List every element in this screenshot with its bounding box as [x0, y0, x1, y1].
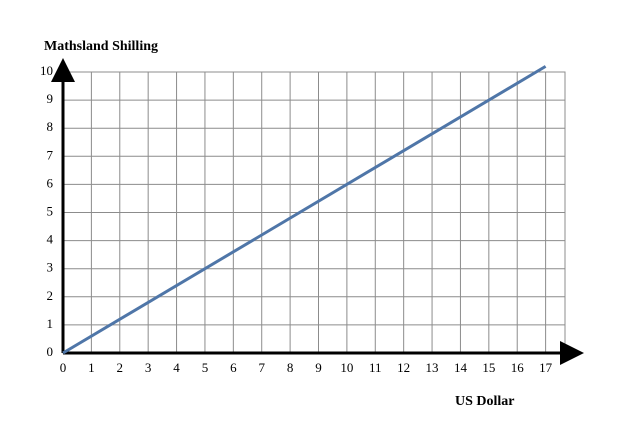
- x-tick-label: 3: [145, 360, 152, 375]
- y-axis-label: Mathsland Shilling: [44, 39, 158, 54]
- y-tick-label: 9: [47, 91, 54, 106]
- x-tick-label: 15: [482, 360, 495, 375]
- x-tick-label: 0: [60, 360, 67, 375]
- x-tick-label: 12: [397, 360, 410, 375]
- x-tick-label: 5: [202, 360, 209, 375]
- x-tick-label: 13: [426, 360, 439, 375]
- y-tick-label: 7: [47, 147, 54, 162]
- y-tick-label: 5: [47, 203, 54, 218]
- data-line: [62, 65, 547, 355]
- x-tick-label: 8: [287, 360, 294, 375]
- y-tick-label: 1: [47, 316, 54, 331]
- y-tick-label: 4: [47, 232, 54, 247]
- x-tick-label: 6: [230, 360, 237, 375]
- y-tick-label: 6: [47, 175, 54, 190]
- y-tick-label: 3: [47, 260, 54, 275]
- x-tick-label: 9: [315, 360, 322, 375]
- x-tick-label: 2: [117, 360, 124, 375]
- x-tick-label: 11: [369, 360, 382, 375]
- x-tick-label: 1: [88, 360, 95, 375]
- x-tick-label: 14: [454, 360, 468, 375]
- x-tick-label: 16: [511, 360, 525, 375]
- x-tick-label: 10: [340, 360, 353, 375]
- x-tick-label: 17: [539, 360, 553, 375]
- x-tick-label: 7: [258, 360, 265, 375]
- x-axis-label: US Dollar: [455, 394, 515, 409]
- y-tick-label: 8: [47, 119, 54, 134]
- y-tick-label: 2: [47, 288, 54, 303]
- y-tick-label: 0: [47, 344, 54, 359]
- x-tick-label: 4: [173, 360, 180, 375]
- y-tick-label: 10: [40, 63, 53, 78]
